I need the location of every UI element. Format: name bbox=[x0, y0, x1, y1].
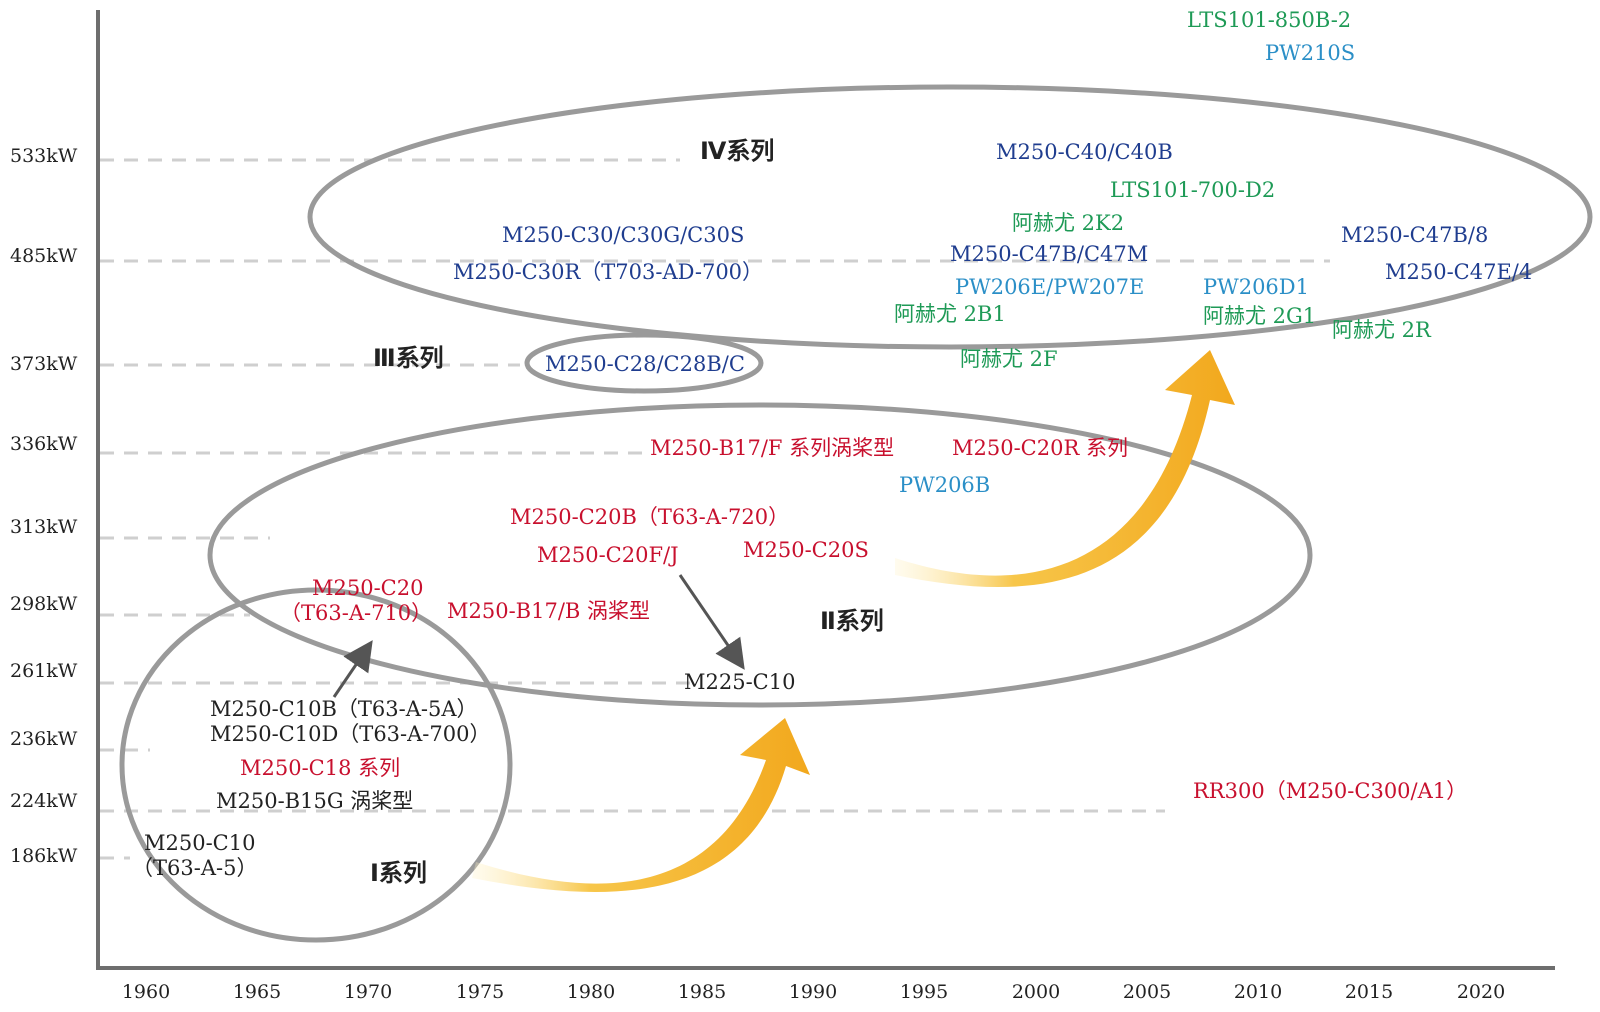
x-tick-2010: 2010 bbox=[1234, 981, 1282, 1003]
x-tick-1985: 1985 bbox=[678, 981, 726, 1003]
model-arriel-2r: 阿赫尤 2R bbox=[1332, 318, 1432, 342]
model-m250-b17f: M250-B17/F 系列涡桨型 bbox=[650, 436, 894, 460]
x-tick-1990: 1990 bbox=[789, 981, 837, 1003]
x-tick-1980: 1980 bbox=[567, 981, 615, 1003]
model-pw206b: PW206B bbox=[899, 473, 990, 497]
x-tick-1995: 1995 bbox=[900, 981, 948, 1003]
series-4-label: Ⅳ系列 bbox=[700, 137, 774, 165]
model-m250-b17b: M250-B17/B 涡桨型 bbox=[447, 599, 650, 623]
y-tick-186kw: 186kW bbox=[10, 845, 78, 867]
y-tick-298kw: 298kW bbox=[10, 593, 78, 615]
model-rr300: RR300（M250-C300/A1） bbox=[1193, 779, 1467, 803]
model-m250-c20b: M250-C20B（T63-A-720） bbox=[510, 505, 789, 529]
model-m250-c20s: M250-C20S bbox=[743, 538, 869, 562]
model-m250-c10b: M250-C10B（T63-A-5A） bbox=[210, 697, 478, 721]
y-tick-224kw: 224kW bbox=[10, 790, 78, 812]
model-lts101-850b2: LTS101-850B-2 bbox=[1187, 8, 1351, 32]
y-tick-485kw: 485kW bbox=[10, 245, 78, 267]
series-ellipses bbox=[119, 84, 1593, 943]
series-1-label: Ⅰ系列 bbox=[370, 859, 427, 887]
progression-arrow-lower bbox=[472, 718, 810, 892]
series-2-ellipse bbox=[207, 402, 1313, 708]
series-labels: Ⅳ系列 Ⅲ系列 Ⅱ系列 Ⅰ系列 bbox=[370, 137, 884, 887]
x-tick-2000: 2000 bbox=[1012, 981, 1060, 1003]
series-1-ellipse bbox=[119, 587, 513, 943]
series-3-label: Ⅲ系列 bbox=[373, 344, 444, 372]
y-tick-313kw: 313kW bbox=[10, 516, 78, 538]
gridlines bbox=[100, 158, 1330, 860]
model-m250-b15g: M250-B15G 涡桨型 bbox=[216, 789, 413, 813]
model-arriel-2b1: 阿赫尤 2B1 bbox=[894, 302, 1006, 326]
model-m250-c20r: M250-C20R 系列 bbox=[952, 436, 1128, 460]
x-tick-2015: 2015 bbox=[1345, 981, 1393, 1003]
model-m250-c30r: M250-C30R（T703-AD-700） bbox=[453, 260, 763, 284]
model-m250-c18: M250-C18 系列 bbox=[240, 756, 400, 780]
x-tick-2005: 2005 bbox=[1123, 981, 1171, 1003]
model-m250-c40: M250-C40/C40B bbox=[996, 140, 1173, 164]
model-t63-a-710: （T63-A-710） bbox=[280, 601, 432, 625]
model-labels: LTS101-850B-2 PW210S M250-C40/C40B LTS10… bbox=[132, 8, 1532, 880]
arrow-c20fj-to-c10 bbox=[678, 574, 745, 670]
model-m250-c28: M250-C28/C28B/C bbox=[545, 352, 745, 376]
model-pw210s: PW210S bbox=[1265, 41, 1355, 65]
model-m250-c47b-c47m: M250-C47B/C47M bbox=[950, 242, 1148, 266]
x-tick-1960: 1960 bbox=[122, 981, 170, 1003]
y-tick-236kw: 236kW bbox=[10, 728, 78, 750]
series-4-ellipse bbox=[307, 84, 1593, 350]
y-tick-labels: 533kW 485kW 373kW 336kW 313kW 298kW 261k… bbox=[10, 145, 78, 867]
x-tick-1975: 1975 bbox=[456, 981, 504, 1003]
model-m250-c10: M250-C10 bbox=[144, 831, 255, 855]
model-arriel-2f: 阿赫尤 2F bbox=[960, 347, 1058, 371]
progression-arrow-upper bbox=[895, 350, 1235, 588]
x-tick-2020: 2020 bbox=[1457, 981, 1505, 1003]
model-m250-c30: M250-C30/C30G/C30S bbox=[502, 223, 744, 247]
x-tick-1965: 1965 bbox=[233, 981, 281, 1003]
model-pw206d1: PW206D1 bbox=[1203, 275, 1309, 299]
model-m250-c20: M250-C20 bbox=[312, 576, 423, 600]
y-tick-533kw: 533kW bbox=[10, 145, 78, 167]
model-m225-c10: M225-C10 bbox=[684, 670, 795, 694]
model-lts101-700d2: LTS101-700-D2 bbox=[1110, 178, 1275, 202]
connector-arrows bbox=[332, 574, 745, 698]
x-tick-labels: 1960 1965 1970 1975 1980 1985 1990 1995 … bbox=[122, 981, 1505, 1003]
model-m250-c20fj: M250-C20F/J bbox=[537, 543, 679, 567]
model-pw206e: PW206E/PW207E bbox=[955, 275, 1144, 299]
model-m250-c47b8: M250-C47B/8 bbox=[1341, 223, 1488, 247]
series-3-ellipse bbox=[524, 332, 764, 394]
model-m250-c10d: M250-C10D（T63-A-700） bbox=[210, 722, 490, 746]
model-arriel-2k2: 阿赫尤 2K2 bbox=[1012, 211, 1124, 235]
model-arriel-2g1: 阿赫尤 2G1 bbox=[1203, 304, 1316, 328]
y-tick-373kw: 373kW bbox=[10, 353, 78, 375]
model-t63-a-5: （T63-A-5） bbox=[132, 856, 257, 880]
axes bbox=[96, 10, 1555, 970]
y-tick-261kw: 261kW bbox=[10, 660, 78, 682]
progression-arrows bbox=[472, 350, 1235, 892]
model-m250-c47e4: M250-C47E/4 bbox=[1385, 260, 1532, 284]
series-2-label: Ⅱ系列 bbox=[820, 607, 884, 635]
y-tick-336kw: 336kW bbox=[10, 433, 78, 455]
arrow-c10b-to-c20 bbox=[332, 640, 373, 698]
x-tick-1970: 1970 bbox=[344, 981, 392, 1003]
